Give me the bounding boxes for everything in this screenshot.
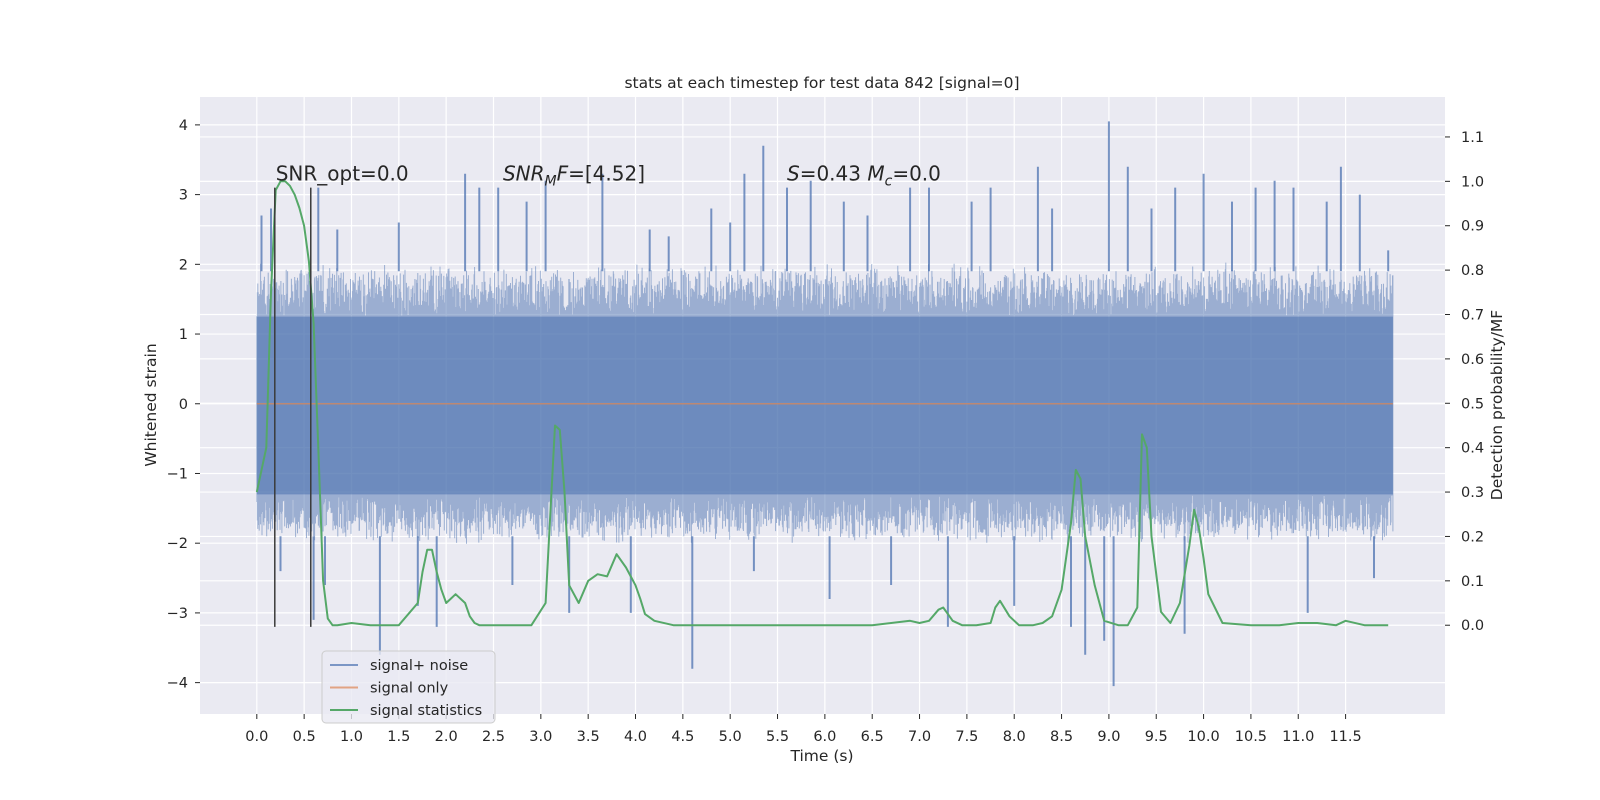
annotation-part: c [885,174,893,190]
y-tick-label: 1 [179,327,188,343]
x-tick-label: 0.5 [293,729,316,745]
annotation-text: S=0.43 Mc=0.0 [787,162,941,190]
y-tick-label: −1 [167,466,188,482]
x-tick-label: 11.0 [1282,729,1314,745]
x-tick-label: 1.5 [387,729,410,745]
chart-title: stats at each timestep for test data 842… [624,74,1019,92]
x-tick-label: 5.0 [719,729,742,745]
annotations: SNR_opt=0.0 SNRMF=[4.52] S=0.43 Mc=0.0 [276,162,941,190]
x-tick-label: 3.5 [577,729,600,745]
x-tick-label: 4.0 [624,729,647,745]
x-tick-label: 2.5 [482,729,505,745]
annotation-part: M [545,174,557,190]
y-axis-left: −4 −3 −2 −1 0 1 2 3 4 [167,118,200,692]
x-tick-label: 6.0 [813,729,836,745]
y-tick-label: 3 [179,188,188,204]
y-right-tick-label: 0.4 [1461,441,1484,457]
x-axis: 0.0 0.5 1.0 1.5 2.0 2.5 3.0 3.5 4.0 4.5 5.0 5.5 6.0 6… [245,714,1362,745]
x-tick-label: 10.5 [1235,729,1267,745]
noise-peaks [260,121,1390,687]
legend-label: signal+ noise [370,658,468,674]
x-tick-label: 2.0 [435,729,458,745]
x-tick-label: 5.5 [766,729,789,745]
x-tick-label: 9.5 [1145,729,1168,745]
annotation-part: SNR_opt=0.0 [276,162,409,186]
line-series [255,180,1393,627]
y-tick-label: −3 [167,606,188,622]
legend-box [321,650,496,724]
x-tick-label: 0.0 [245,729,268,745]
y-right-tick-label: 0.8 [1461,263,1484,279]
y-right-tick-label: 0.9 [1461,219,1484,235]
x-tick-label: 8.0 [1003,729,1026,745]
x-tick-label: 7.0 [908,729,931,745]
y-tick-label: −4 [167,676,188,692]
y-right-tick-label: 0.0 [1461,618,1484,634]
y-axis-label-left: Whitened strain [142,343,160,466]
x-tick-label: 10.0 [1187,729,1219,745]
x-tick-label: 4.5 [671,729,694,745]
y-tick-label: 0 [179,397,188,413]
annotation-part: M [867,162,884,186]
x-tick-label: 8.5 [1050,729,1073,745]
x-tick-label: 3.0 [529,729,552,745]
signal-statistics-line [255,180,1389,627]
annotation-text: SNR_opt=0.0 [276,162,409,186]
x-tick-label: 1.0 [340,729,363,745]
legend-label: signal statistics [370,703,482,719]
x-tick-label: 6.5 [861,729,884,745]
annotation-text: SNRMF=[4.52] [503,162,645,190]
legend: signal+ noise signal only signal statistic… [321,650,496,724]
y-right-tick-label: 0.5 [1461,396,1484,412]
y-tick-label: 4 [179,118,188,134]
legend-label: signal only [370,681,449,697]
annotation-part: SNR [503,162,545,186]
signal-noise-series [256,121,1394,687]
x-axis-label: Time (s) [789,747,853,765]
annotation-part: =[4.52] [568,162,645,186]
vertical-markers [274,187,312,627]
y-right-tick-label: 0.3 [1461,485,1484,501]
annotation-part: =0.43 [800,162,868,186]
y-right-tick-label: 1.0 [1461,174,1484,190]
x-tick-label: 9.0 [1097,729,1120,745]
y-right-tick-label: 0.2 [1461,529,1484,545]
annotation-part: =0.0 [892,162,941,186]
y-tick-label: −2 [167,536,188,552]
annotation-part: S [787,162,800,186]
y-axis-right: 0.0 0.1 0.2 0.3 0.4 0.5 0.6 0.7 0.8 0.9 1.0 1.1 [1445,130,1484,634]
y-right-tick-label: 0.1 [1461,574,1484,590]
y-axis-label-right: Detection probability/MF [1488,310,1506,501]
y-right-tick-label: 1.1 [1461,130,1484,146]
annotation-part: F [557,162,569,186]
x-tick-label: 11.5 [1329,729,1361,745]
y-tick-label: 2 [179,257,188,273]
x-tick-label: 7.5 [955,729,978,745]
y-right-tick-label: 0.6 [1461,352,1484,368]
y-right-tick-label: 0.7 [1461,308,1484,324]
